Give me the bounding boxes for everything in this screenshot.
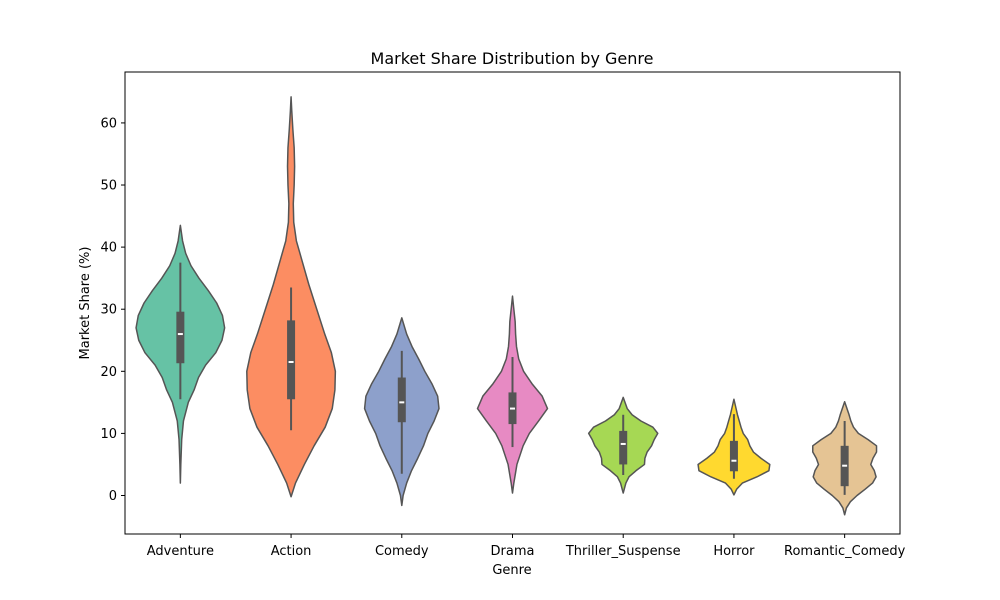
x-tick-label: Horror	[713, 544, 755, 559]
y-tick-label: 10	[100, 427, 117, 442]
violin-iqr-box	[287, 320, 296, 400]
x-tick-label: Comedy	[375, 544, 429, 559]
y-axis-label: Market Share (%)	[78, 247, 93, 360]
violin-action	[246, 96, 337, 498]
violin-horror	[697, 398, 771, 496]
violin-adventure	[135, 224, 226, 484]
x-tick-label: Thriller_Suspense	[565, 544, 681, 559]
x-axis: Adventure Action Comedy Drama Thriller_Suspe…	[147, 534, 906, 559]
y-tick-label: 60	[100, 116, 117, 131]
x-tick-label: Drama	[491, 544, 535, 559]
y-tick-label: 50	[100, 179, 117, 194]
y-tick-label: 20	[100, 365, 117, 380]
violin-drama	[476, 295, 549, 494]
violin-thriller_suspense	[587, 396, 659, 494]
violin-comedy	[363, 317, 440, 507]
violin-iqr-box	[176, 311, 185, 364]
y-tick-label: 40	[100, 241, 117, 256]
y-axis: 0 10 20 30 40 50 60	[100, 116, 125, 504]
violin-romantic_comedy	[812, 400, 878, 516]
x-tick-label: Action	[271, 544, 312, 559]
y-tick-label: 30	[100, 303, 117, 318]
violin-iqr-box	[397, 377, 406, 423]
chart-title: Market Share Distribution by Genre	[371, 49, 654, 68]
x-tick-label: Romantic_Comedy	[784, 544, 906, 559]
x-tick-label: Adventure	[147, 544, 214, 559]
violin-iqr-box	[729, 440, 738, 472]
plot-area	[135, 96, 878, 516]
x-axis-label: Genre	[492, 563, 531, 578]
y-tick-label: 0	[109, 489, 117, 504]
violin-iqr-box	[619, 430, 628, 465]
